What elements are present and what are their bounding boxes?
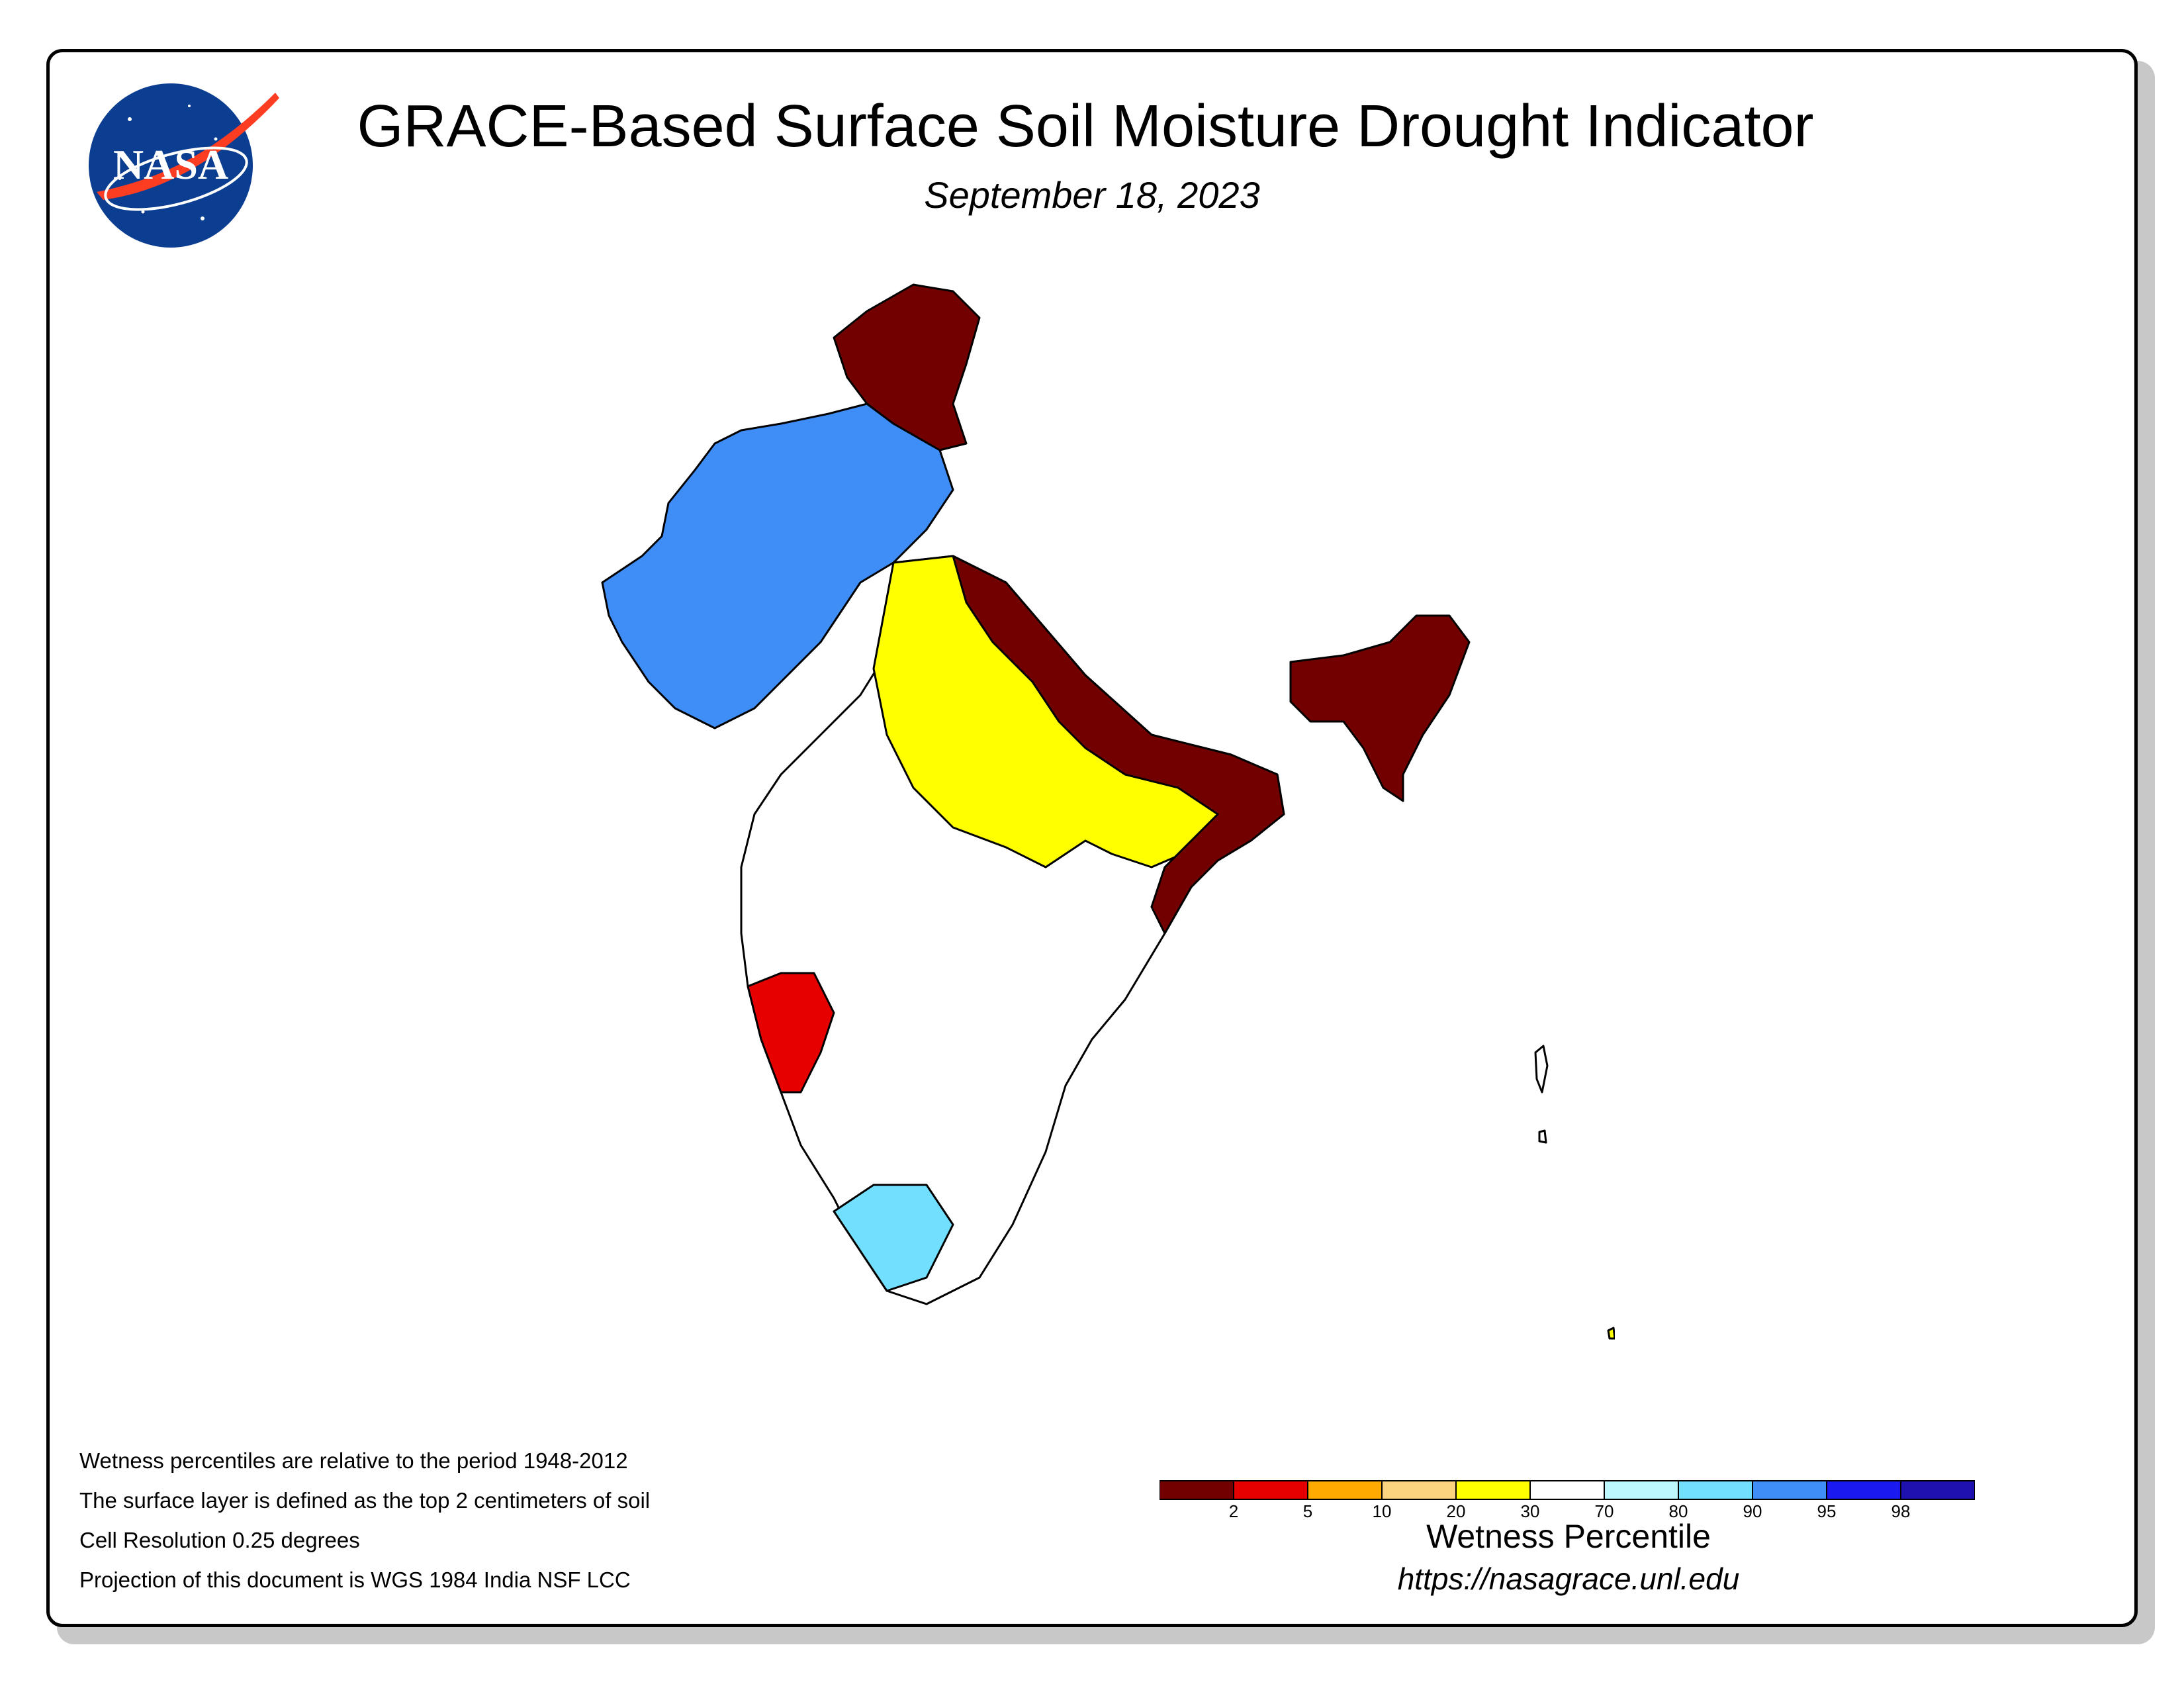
- legend-tick-label: 2: [1228, 1501, 1239, 1521]
- legend-title: Wetness Percentile: [1426, 1518, 1711, 1555]
- nasa-logo-text: NASA: [113, 141, 228, 188]
- legend-tick-label: 5: [1302, 1501, 1313, 1521]
- legend-tick-label: 10: [1372, 1501, 1392, 1521]
- legend-tick-label: 80: [1668, 1501, 1688, 1521]
- mainland-west: [601, 402, 954, 729]
- legend-swatch: [1307, 1480, 1383, 1500]
- legend-tick-label: 20: [1446, 1501, 1466, 1521]
- legend-swatch: [1826, 1480, 1901, 1500]
- note-projection: Projection of this document is WGS 1984 …: [79, 1568, 631, 1592]
- india-soil-moisture-map: [601, 283, 1615, 1340]
- note-percentile-period: Wetness percentiles are relative to the …: [79, 1448, 628, 1473]
- note-cell-resolution: Cell Resolution 0.25 degrees: [79, 1528, 360, 1552]
- mainland-east-dry: [952, 555, 1285, 935]
- legend-tick-label: 30: [1520, 1501, 1540, 1521]
- legend-swatch: [1233, 1480, 1308, 1500]
- legend-swatch: [1678, 1480, 1753, 1500]
- source-url[interactable]: https://nasagrace.unl.edu: [1397, 1562, 1740, 1596]
- andaman-islands: [1534, 1045, 1549, 1094]
- legend-swatch: [1381, 1480, 1457, 1500]
- northern-region: [833, 283, 981, 451]
- wetness-color-legend: [1160, 1480, 1975, 1500]
- nasa-logo: NASA: [83, 79, 282, 258]
- legend-swatch: [1455, 1480, 1531, 1500]
- nicobar-island: [1538, 1129, 1547, 1144]
- south-wet: [833, 1184, 954, 1292]
- map-title: GRACE-Based Surface Soil Moisture Drough…: [357, 93, 1814, 160]
- small-island: [1607, 1327, 1615, 1340]
- note-surface-layer: The surface layer is defined as the top …: [79, 1488, 651, 1513]
- legend-swatch: [1752, 1480, 1827, 1500]
- legend-swatch: [1529, 1480, 1605, 1500]
- legend-swatch: [1604, 1480, 1679, 1500]
- legend-swatch: [1160, 1480, 1234, 1500]
- legend-swatch: [1900, 1480, 1975, 1500]
- legend-tick-label: 98: [1891, 1501, 1911, 1521]
- legend-tick-label: 95: [1817, 1501, 1837, 1521]
- legend-tick-label: 70: [1594, 1501, 1614, 1521]
- southwest-dry: [747, 972, 835, 1094]
- legend-tick-label: 90: [1743, 1501, 1762, 1521]
- map-date: September 18, 2023: [924, 174, 1260, 216]
- northeast-region: [1289, 614, 1471, 802]
